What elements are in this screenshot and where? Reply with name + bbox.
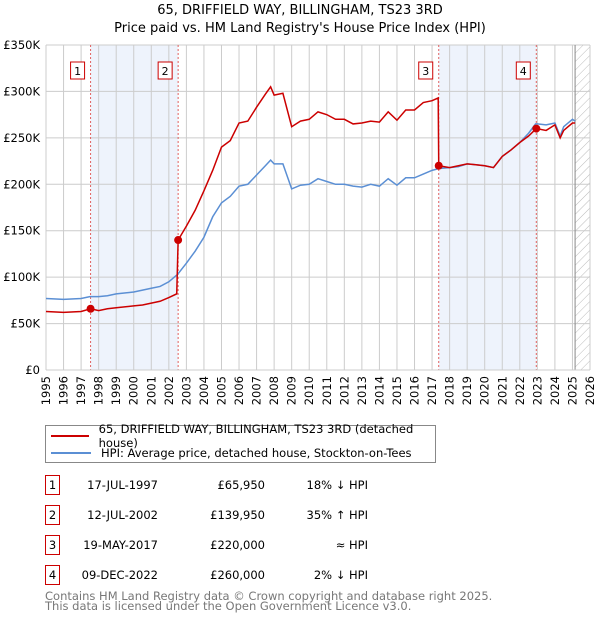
x-tick-label: 2001: [144, 376, 158, 405]
x-tick-label: 2002: [162, 376, 176, 405]
x-tick-label: 2026: [583, 376, 597, 405]
x-tick-label: 2007: [250, 376, 264, 405]
x-tick-label: 2019: [460, 376, 474, 405]
future-hatched-region: [575, 45, 590, 370]
y-tick-label: £200K: [3, 177, 40, 191]
x-tick-label: 2005: [214, 376, 228, 405]
y-tick-label: £50K: [11, 317, 41, 331]
sale-label-box: [70, 61, 86, 80]
x-tick-label: 1996: [57, 376, 71, 405]
y-tick-label: £350K: [3, 38, 40, 52]
x-tick-label: 1999: [109, 376, 123, 405]
x-tick-label: 2022: [513, 376, 527, 405]
x-tick-label: 2023: [530, 376, 544, 405]
x-tick-label: 1995: [39, 376, 53, 405]
transaction-price: £65,950: [217, 478, 265, 492]
transaction-price: £220,000: [210, 538, 265, 552]
x-tick-label: 2012: [337, 376, 351, 405]
x-tick-label: 2025: [565, 376, 579, 405]
transaction-price: £260,000: [210, 568, 265, 582]
sale-label: 1: [74, 65, 81, 78]
transaction-date: 12-JUL-2002: [87, 508, 158, 522]
x-tick-label: 1998: [92, 376, 106, 405]
x-tick-label: 2021: [495, 376, 509, 405]
transaction-number: 1: [45, 475, 60, 495]
sale-label: 2: [162, 65, 169, 78]
x-tick-label: 2020: [478, 376, 492, 405]
x-tick-label: 2011: [320, 376, 334, 405]
y-tick-label: £250K: [3, 131, 40, 145]
sale-point: [532, 124, 541, 133]
y-tick-label: £100K: [3, 270, 40, 284]
x-tick-label: 2017: [425, 376, 439, 405]
x-tick-label: 1997: [74, 376, 88, 405]
x-tick-label: 2006: [232, 376, 246, 405]
y-tick-label: £0: [25, 363, 40, 377]
x-tick-label: 2024: [548, 376, 562, 405]
x-tick-label: 2013: [355, 376, 369, 405]
x-tick-label: 2010: [302, 376, 316, 405]
x-tick-label: 2014: [372, 376, 386, 405]
x-tick-label: 2000: [127, 376, 141, 405]
sale-label-box: [515, 61, 531, 80]
transaction-price: £139,950: [210, 508, 265, 522]
transaction-date: 19-MAY-2017: [83, 538, 158, 552]
legend-hpi-swatch: [51, 452, 91, 454]
x-tick-label: 2015: [390, 376, 404, 405]
property-price-line: [45, 85, 576, 314]
legend: 65, DRIFFIELD WAY, BILLINGHAM, TS23 3RD …: [45, 422, 436, 463]
transaction-hpi-diff: 2% ↓ HPI: [313, 568, 368, 582]
y-tick-label: £150K: [3, 224, 40, 238]
x-tick-label: 2008: [267, 376, 281, 405]
transaction-date: 09-DEC-2022: [81, 568, 158, 582]
transaction-number: 4: [45, 565, 60, 585]
sale-label: 4: [520, 65, 527, 78]
sale-point: [86, 304, 95, 313]
sale-label-box: [418, 61, 434, 80]
chart-subtitle: Price paid vs. HM Land Registry's House …: [114, 21, 486, 36]
sale-label: 3: [422, 65, 429, 78]
x-tick-label: 2009: [285, 376, 299, 405]
legend-property-swatch: [51, 435, 89, 437]
shaded-period-3-4: [438, 45, 537, 370]
chart-title: 65, DRIFFIELD WAY, BILLINGHAM, TS23 3RD: [157, 3, 443, 18]
x-tick-label: 2004: [197, 376, 211, 405]
footer-copyright: Contains HM Land Registry data © Crown c…: [45, 589, 493, 603]
y-tick-label: £300K: [3, 84, 40, 98]
transaction-hpi-diff: 18% ↓ HPI: [306, 478, 368, 492]
transaction-hpi-diff: ≈ HPI: [335, 538, 368, 552]
x-tick-label: 2018: [443, 376, 457, 405]
transaction-number: 3: [45, 535, 60, 555]
sale-point: [434, 161, 443, 170]
transaction-number: 2: [45, 505, 60, 525]
sale-point: [174, 236, 183, 245]
x-tick-label: 2016: [408, 376, 422, 405]
sale-label-box: [157, 61, 173, 80]
legend-hpi-label: HPI: Average price, detached house, Stoc…: [101, 446, 412, 460]
price-chart: 1995 1996 1997 1998 1999 2000 2001 2002 2003 2004…: [3, 38, 597, 405]
footer-licence: This data is licensed under the Open Gov…: [45, 599, 412, 613]
x-tick-label: 2003: [179, 376, 193, 405]
legend-property-label: 65, DRIFFIELD WAY, BILLINGHAM, TS23 3RD …: [98, 422, 414, 450]
transaction-date: 17-JUL-1997: [87, 478, 158, 492]
shaded-period-1-2: [90, 45, 179, 370]
transaction-hpi-diff: 35% ↑ HPI: [306, 508, 368, 522]
